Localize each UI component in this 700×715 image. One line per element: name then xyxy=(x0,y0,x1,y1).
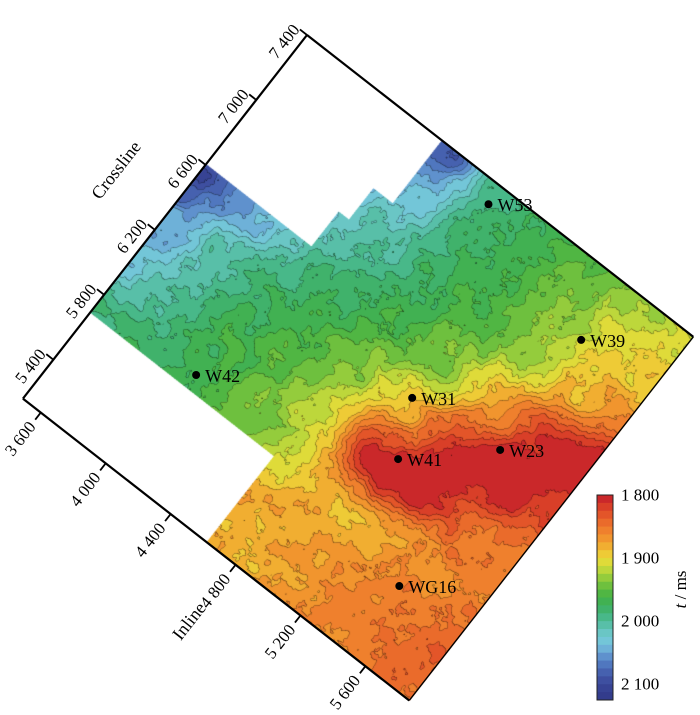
colorbar-band xyxy=(597,502,613,512)
colorbar-band xyxy=(597,534,613,543)
colorbar-band xyxy=(597,605,613,614)
inline-tick-label: 5 600 xyxy=(326,671,365,713)
well-label: W42 xyxy=(205,366,240,386)
colorbar-band xyxy=(597,589,613,598)
well-dot xyxy=(394,455,403,464)
well-label: W31 xyxy=(421,389,456,409)
well-label: W39 xyxy=(590,331,625,351)
well-marker-w39: W39 xyxy=(577,331,625,351)
crossline-tick-label: 7 400 xyxy=(265,21,304,63)
inline-tick xyxy=(34,412,42,421)
inline-tick xyxy=(229,564,237,573)
crossline-tick xyxy=(299,28,308,36)
well-label: W53 xyxy=(497,195,532,215)
crossline-tick xyxy=(45,353,54,361)
colorbar-band xyxy=(597,613,613,622)
inline-tick-label: 4 000 xyxy=(66,468,105,510)
well-dot xyxy=(484,200,493,209)
colorbar-band xyxy=(597,692,613,701)
crossline-tick xyxy=(197,158,207,166)
colorbar-band xyxy=(597,573,613,583)
crossline-axis-title: Crossline xyxy=(87,137,145,203)
crossline-axis-line xyxy=(22,34,308,400)
crossline-tick-label: 7 000 xyxy=(214,85,253,127)
colorbar-band xyxy=(597,652,613,662)
well-marker-w53: W53 xyxy=(484,195,532,215)
well-dot xyxy=(395,582,404,591)
crossline-tick xyxy=(96,288,105,296)
crossline-tick-label: 5 800 xyxy=(62,280,101,322)
inline-tick-label: 3 600 xyxy=(1,418,40,460)
colorbar-band xyxy=(597,510,613,520)
colorbar-band xyxy=(597,526,613,535)
inline-tick xyxy=(164,513,172,522)
colorbar-band xyxy=(597,668,613,677)
well-label: W41 xyxy=(407,450,442,470)
inline-tick xyxy=(359,665,367,674)
inline-tick xyxy=(294,614,302,624)
inline-tick-label: 4 400 xyxy=(131,519,170,561)
colorbar-title: t / ms xyxy=(671,571,690,609)
crossline-tick-label: 6 600 xyxy=(163,150,202,192)
colorbar-tick-label: 1 900 xyxy=(621,549,659,568)
well-label: WG16 xyxy=(408,577,456,597)
inline-tick xyxy=(99,462,107,471)
colorbar-band xyxy=(597,676,613,685)
colorbar-tick-label: 1 800 xyxy=(621,486,659,505)
colorbar-band xyxy=(597,581,613,591)
crossline-tick-label: 5 400 xyxy=(11,345,50,387)
colorbar-frame xyxy=(596,494,614,701)
colorbar-band xyxy=(597,660,613,669)
colorbar-band xyxy=(597,684,613,693)
colorbar-band xyxy=(597,621,613,630)
well-marker-w41: W41 xyxy=(394,450,442,470)
colorbar-band xyxy=(597,597,613,606)
colorbar-band xyxy=(597,565,613,575)
crossline-tick xyxy=(248,93,257,101)
colorbar-band xyxy=(597,542,613,551)
colorbar-band xyxy=(597,644,613,654)
well-dot xyxy=(192,371,201,380)
well-dot xyxy=(496,445,505,454)
colorbar: 1 800 1 900 2 000 2 100 t / ms xyxy=(596,486,690,701)
colorbar-band xyxy=(597,636,613,646)
inline-tick-label: 5 200 xyxy=(261,621,300,663)
well-dot xyxy=(577,335,586,344)
colorbar-title-unit: / ms xyxy=(671,571,690,604)
map-top-edge xyxy=(306,34,695,338)
well-marker-w42: W42 xyxy=(192,366,240,386)
well-dot xyxy=(408,393,417,402)
colorbar-tick-label: 2 100 xyxy=(621,675,659,694)
colorbar-band xyxy=(597,550,613,559)
crossline-tick xyxy=(147,223,156,231)
well-marker-w23: W23 xyxy=(496,441,544,461)
inline-axis-line xyxy=(22,397,410,702)
colorbar-band xyxy=(597,629,613,638)
map-right-edge xyxy=(408,336,694,701)
crossline-tick-label: 6 200 xyxy=(113,215,152,257)
colorbar-band xyxy=(597,518,613,528)
colorbar-tick-label: 2 000 xyxy=(621,612,659,631)
well-marker-w31: W31 xyxy=(408,389,456,409)
colorbar-band xyxy=(597,558,613,567)
well-label: W23 xyxy=(509,441,544,461)
colorbar-title-variable: t xyxy=(671,602,690,608)
well-marker-wg16: WG16 xyxy=(395,577,456,597)
colorbar-band xyxy=(597,495,613,504)
